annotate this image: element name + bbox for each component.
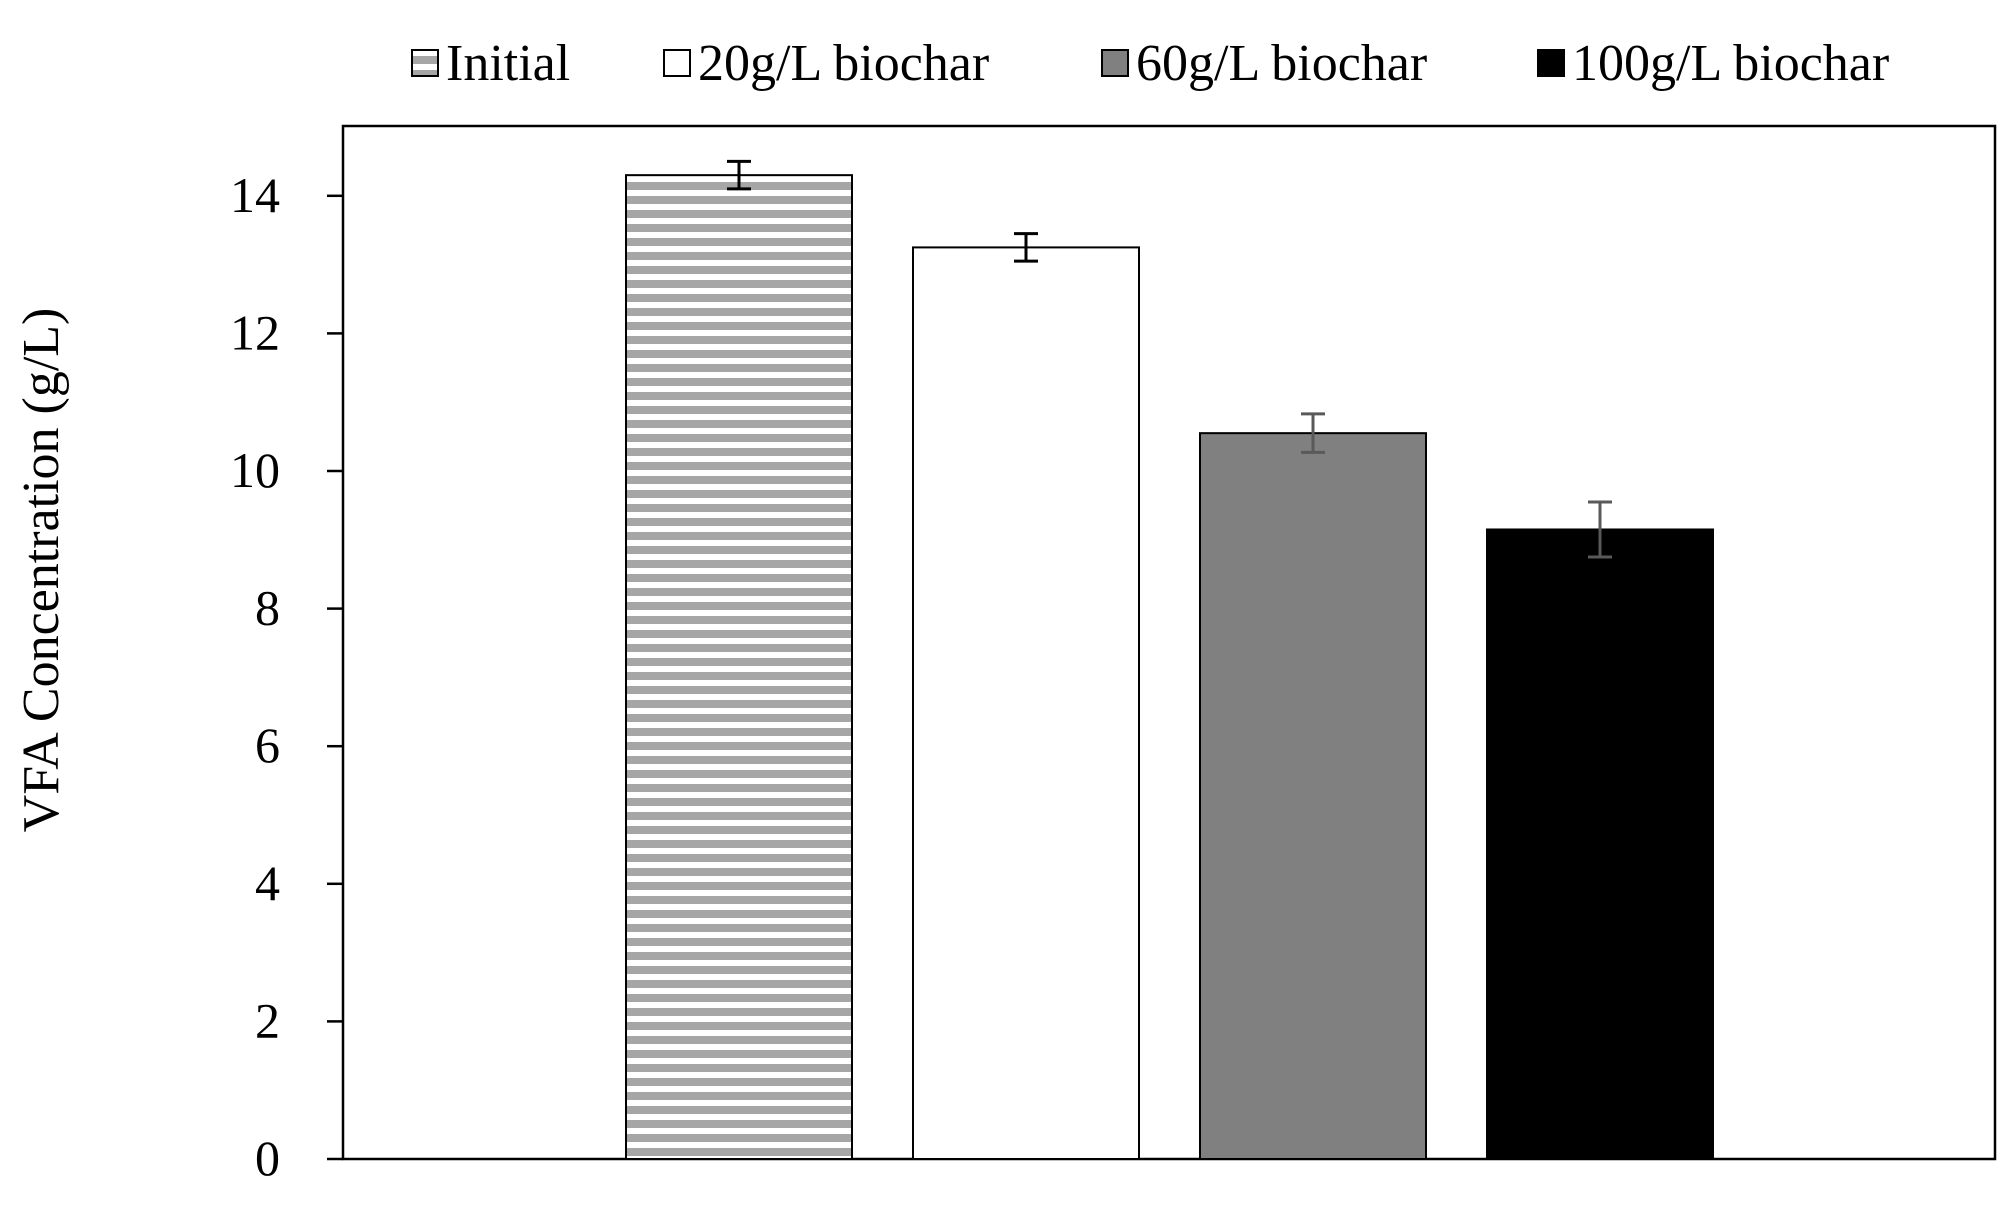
y-tick-label: 14 [230,167,280,223]
y-tick-label: 0 [255,1130,280,1186]
y-axis-title: VFA Concentration (g/L) [13,308,70,833]
y-axis: 0 2 4 6 8 10 12 14 [230,167,343,1186]
legend-swatch [1101,49,1129,77]
error-bars-group [727,159,1612,559]
y-tick-label: 10 [230,442,280,498]
legend-label: 20g/L biochar [698,35,989,92]
legend-swatch [1537,49,1565,77]
y-tick-label: 8 [255,580,280,636]
y-tick-label: 2 [255,992,280,1048]
bar-100g-l-biochar [1486,528,1714,1160]
legend-label: 100g/L biochar [1572,35,1889,92]
bar-60g-l-biochar [1199,432,1427,1161]
plot-area-frame [341,124,1997,1161]
bars-group [625,174,1714,1161]
bar-initial [625,174,853,1161]
legend-label: 60g/L biochar [1136,35,1427,92]
y-tick-label: 6 [255,717,280,773]
y-tick-label: 12 [230,304,280,360]
legend-swatch [411,49,439,77]
legend: Initial 20g/L biochar 60g/L biochar 100g/L … [411,35,1889,92]
legend-swatch [663,49,691,77]
bar-20g-l-biochar [912,246,1140,1160]
legend-label: Initial [446,35,570,92]
y-tick-label: 4 [255,855,280,911]
